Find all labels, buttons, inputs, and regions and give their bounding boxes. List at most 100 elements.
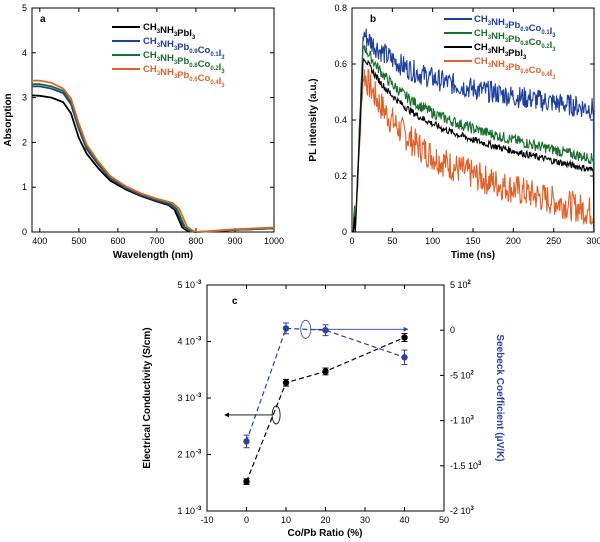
seebeck-point	[401, 354, 408, 361]
tick-mantissa: -5 10	[450, 370, 471, 380]
legend-text: CH	[474, 42, 488, 53]
tick-exponent: 3	[471, 416, 475, 422]
panel-a-legend-label: CH3NH3Pb0.8Co0.2I3	[143, 50, 225, 75]
tick-mantissa: 0	[450, 325, 455, 335]
legend-subscript: 3	[488, 35, 492, 41]
legend-subscript: 3	[505, 24, 509, 30]
panel-a-xtick-label: 600	[110, 236, 125, 246]
seebeck-point	[282, 325, 290, 332]
panel-c-ylabel-right: Seebeck Coefficient (μV/K)	[494, 334, 505, 461]
panel-c-xtick-label: 50	[439, 515, 449, 525]
legend-text: NH	[491, 17, 505, 28]
legend-subscript: 3	[221, 55, 225, 61]
panel-c-ytick-left-exp: -3	[196, 393, 202, 399]
panel-a-series-line	[32, 79, 275, 233]
panel-b-xtick-label: 50	[387, 236, 397, 246]
panel-c-xtick-label: 20	[320, 515, 330, 525]
panel-c-frame	[206, 284, 445, 512]
legend-text: CH	[474, 14, 488, 25]
legend-subscript: 3	[174, 74, 178, 80]
legend-text: I	[550, 26, 553, 37]
legend-text: Co	[198, 73, 211, 84]
tick-mantissa: -2 10	[450, 506, 471, 516]
panel-b-letter: b	[370, 14, 376, 25]
panel-b-ytick-label: 0.6	[334, 59, 347, 69]
tick-mantissa: 5 10	[450, 280, 468, 290]
panel-b-legend-label: CH3NH3Pb0.6Co0.4I3	[474, 56, 556, 81]
tick-exponent: 3	[471, 506, 475, 512]
legend-subscript: 0.8	[520, 41, 529, 47]
legend-text: CH	[474, 28, 488, 39]
legend-text: Pb	[177, 42, 189, 53]
panel-b-legend-label: CH3NH3PbI3	[474, 42, 527, 61]
panel-c-xtick-label: -10	[200, 515, 213, 525]
panel-c-ytick-left-exp: -3	[196, 337, 202, 343]
legend-subscript: 3	[488, 21, 492, 27]
tick-mantissa: 2 10	[177, 450, 195, 460]
panel-b-xlabel: Time (ns)	[451, 250, 495, 261]
panel-a-ylabel: Absorption	[3, 93, 14, 146]
panel-b-series-line	[352, 58, 595, 233]
panel-b: 0 50 100 150 200 250 300 0 0.2 0.4 0.6 0.8 b Time (…	[308, 3, 600, 261]
panel-b-xtick-label: 100	[425, 236, 440, 246]
legend-text: Co	[198, 45, 211, 56]
legend-subscript: 0.1	[541, 30, 550, 36]
conductivity-point	[322, 368, 329, 375]
legend-text: NH	[491, 59, 505, 70]
legend-subscript: 3	[157, 57, 161, 63]
panel-c-ytick-right-label: -1.5 103	[450, 461, 482, 471]
legend-text: Pb	[508, 62, 520, 73]
legend-text: I	[219, 62, 222, 73]
legend-text: I	[219, 76, 222, 87]
legend-subscript: 0.2	[210, 66, 219, 72]
legend-text: Pb	[177, 70, 189, 81]
legend-subscript: 0.4	[210, 80, 219, 86]
panel-c-ytick-left-exp: -3	[196, 450, 202, 456]
tick-mantissa: -1.5 10	[450, 461, 478, 471]
panel-b-ytick-label: 0.8	[334, 3, 347, 13]
legend-subscript: 3	[488, 49, 492, 55]
legend-text: NH	[160, 39, 174, 50]
panel-c-ytick-left-exp: -3	[196, 280, 202, 286]
legend-text: PbI	[508, 48, 523, 59]
legend-subscript: 3	[505, 66, 509, 72]
panel-a-ytick-label: 5	[22, 3, 27, 13]
legend-subscript: 3	[174, 46, 178, 52]
legend-text: CH	[143, 50, 157, 61]
panel-c-xtick-label: 0	[244, 515, 249, 525]
panel-c-ytick-right-label: -1 103	[450, 416, 475, 426]
panel-a-ytick-label: 4	[22, 48, 27, 58]
panel-c-ytick-right-label: 5 102	[450, 280, 472, 290]
panel-b-legend-label: CH3NH3Pb0.8Co0.2I3	[474, 28, 556, 53]
panel-a-xtick-label: 800	[188, 236, 203, 246]
panel-c-ylabel-left: Electrical Conductivity (S/cm)	[142, 327, 153, 468]
panel-b-xtick-label: 0	[349, 236, 354, 246]
legend-subscript: 0.6	[189, 77, 198, 83]
panel-c-ytick-left-exp: -3	[196, 506, 202, 512]
panel-c-ytick-left-label: 1 10	[177, 506, 195, 516]
legend-subscript: 3	[174, 32, 178, 38]
legend-subscript: 3	[523, 55, 527, 61]
conductivity-axis-ellipse	[271, 405, 281, 425]
panel-a-ytick-label: 1	[22, 182, 27, 192]
tick-mantissa: 4 10	[177, 337, 195, 347]
legend-text: CH	[143, 36, 157, 47]
legend-text: NH	[160, 67, 174, 78]
panel-b-xtick-label: 250	[546, 236, 561, 246]
panel-a-xtick-label: 500	[71, 236, 86, 246]
legend-subscript: 3	[505, 52, 509, 58]
legend-text: CH	[474, 56, 488, 67]
panel-a-series-line	[32, 83, 275, 233]
legend-subscript: 0.6	[520, 69, 529, 75]
panel-c-ytick-left-label: 4 10	[177, 337, 195, 347]
panel-c: -10 0 10 20 30 40 501 10 -32 10 -33 10 -34 10 -35 …	[142, 280, 505, 539]
panel-a-ytick-label: 3	[22, 93, 27, 103]
legend-subscript: 0.9	[520, 27, 529, 33]
legend-subscript: 3	[505, 38, 509, 44]
panel-b-series-line	[352, 68, 595, 233]
legend-text: Co	[198, 59, 211, 70]
tick-exponent: 3	[478, 461, 482, 467]
seebeck-point	[322, 327, 329, 334]
legend-subscript: 0.4	[541, 72, 550, 78]
